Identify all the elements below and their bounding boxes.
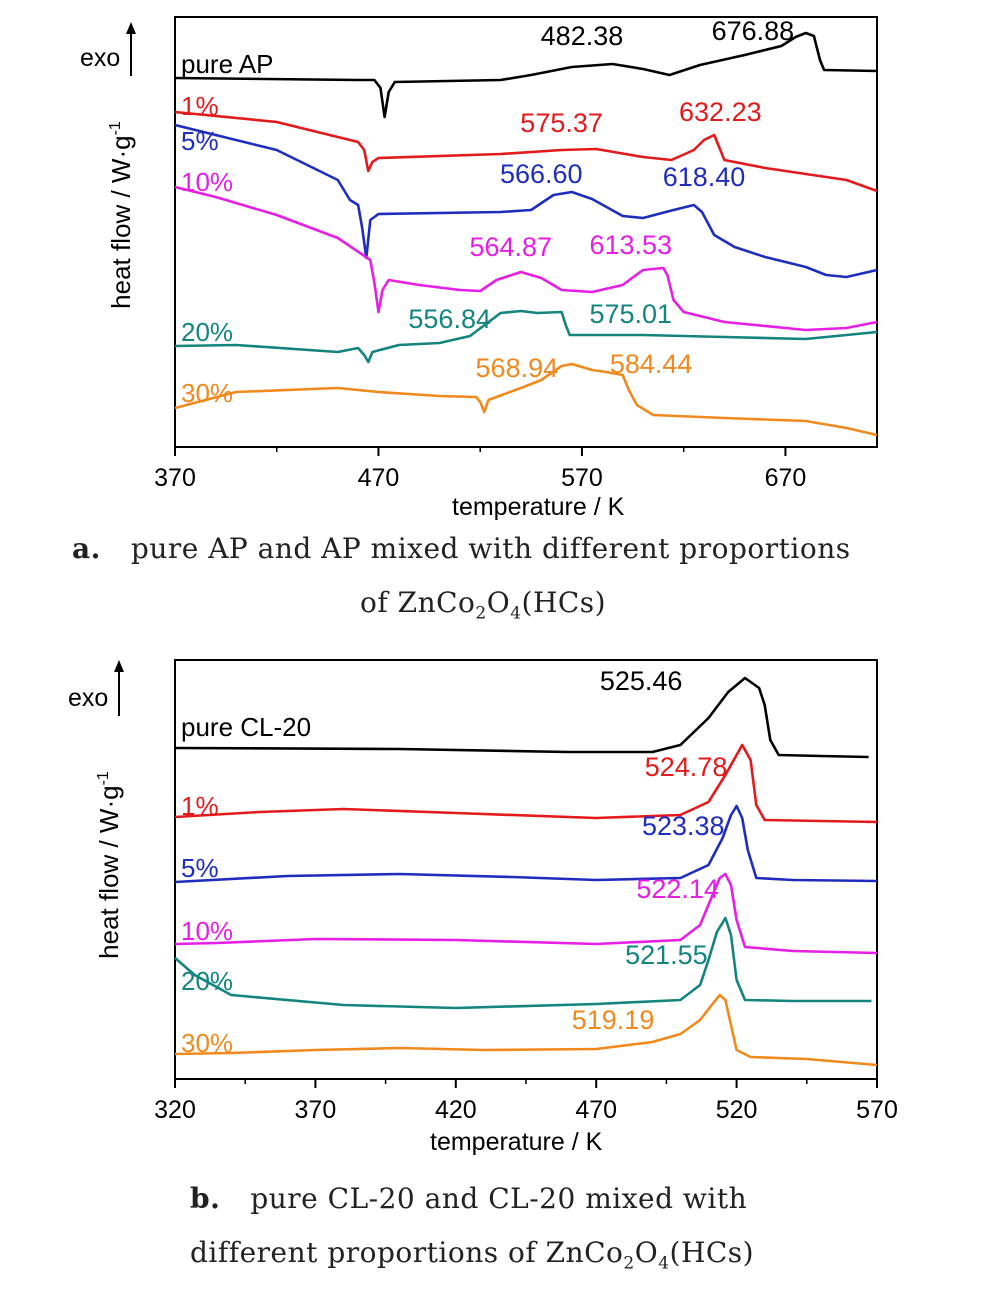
- series-label-a-0: pure AP: [181, 49, 274, 79]
- peak-annotation-b-0-0: 525.46: [600, 666, 683, 696]
- peak-annotation-b-4-0: 521.55: [625, 940, 708, 970]
- caption-a-line2: of ZnCo2O4(HCs): [360, 586, 606, 624]
- caption-a-letter: a.: [72, 532, 101, 565]
- x-tick-label-b: 470: [575, 1096, 617, 1124]
- caption-b-sub2: 4: [658, 1253, 670, 1274]
- series-label-a-1: 1%: [181, 91, 219, 121]
- peak-annotation-a-4-0: 556.84: [408, 304, 491, 334]
- peak-annotation-a-4-1: 575.01: [589, 299, 672, 329]
- caption-a-sub2: 4: [510, 603, 522, 624]
- plot-frame-a: [174, 16, 878, 448]
- x-tick-label-a: 670: [765, 464, 807, 492]
- y-axis-title-sup-a: -1: [107, 121, 124, 135]
- x-tick-label-a: 370: [154, 464, 196, 492]
- series-label-b-5: 30%: [181, 1028, 233, 1058]
- peak-annotation-a-1-1: 632.23: [679, 97, 762, 127]
- x-tick-label-a: 470: [358, 464, 400, 492]
- caption-b-suffix: (HCs): [669, 1236, 755, 1269]
- series-line-a-5: [174, 362, 878, 437]
- series-label-b-1: 1%: [181, 791, 219, 821]
- caption-a-mid: O: [486, 586, 511, 619]
- peak-annotation-a-5-1: 584.44: [610, 349, 693, 379]
- series-label-a-2: 5%: [181, 126, 219, 156]
- x-tick-label-b: 520: [716, 1096, 758, 1124]
- series-line-a-2: [174, 123, 878, 279]
- series-line-b-2: [174, 804, 878, 884]
- series-label-b-2: 5%: [181, 853, 219, 883]
- series-label-b-3: 10%: [181, 916, 233, 946]
- series-label-a-5: 30%: [181, 378, 233, 408]
- peak-annotation-b-5-0: 519.19: [572, 1005, 655, 1035]
- x-axis-title-a: temperature / K: [452, 493, 625, 521]
- exo-arrow-head-b: [114, 660, 124, 672]
- peak-annotation-a-1-0: 575.37: [520, 108, 603, 138]
- x-tick-label-b: 420: [435, 1096, 477, 1124]
- x-tick-label-a: 570: [561, 464, 603, 492]
- series-line-a-0: [174, 31, 878, 119]
- caption-a-line1: pure AP and AP mixed with different prop…: [130, 532, 851, 565]
- exo-label-a: exo: [80, 44, 120, 72]
- series-label-a-4: 20%: [181, 317, 233, 347]
- exo-arrow-head-a: [126, 22, 136, 34]
- caption-b-line1: pure CL-20 and CL-20 mixed with: [250, 1182, 748, 1215]
- series-line-a-1: [174, 110, 878, 193]
- caption-b-line2-prefix: different proportions of ZnCo: [190, 1236, 624, 1269]
- x-tick-label-b: 570: [856, 1096, 898, 1124]
- caption-b-letter: b.: [190, 1182, 221, 1215]
- peak-annotation-a-5-0: 568.94: [476, 353, 559, 383]
- series-line-a-3: [174, 185, 878, 332]
- series-line-b-1: [174, 743, 878, 824]
- peak-annotation-a-3-0: 564.87: [469, 232, 552, 262]
- peak-annotation-b-2-0: 523.38: [642, 811, 725, 841]
- peak-annotation-a-0-1: 676.88: [712, 16, 795, 46]
- series-line-b-3: [174, 872, 878, 955]
- caption-b-sub1: 2: [623, 1253, 635, 1274]
- peak-annotation-a-2-0: 566.60: [500, 159, 583, 189]
- x-tick-label-b: 320: [154, 1096, 196, 1124]
- peak-annotation-a-0-0: 482.38: [541, 21, 624, 51]
- series-line-b-4: [174, 916, 872, 1010]
- y-axis-title-a: heat flow / W·g-1: [106, 121, 136, 309]
- caption-a-suffix: (HCs): [521, 586, 607, 619]
- peak-annotation-a-2-1: 618.40: [663, 162, 746, 192]
- x-axis-title-b: temperature / K: [430, 1128, 603, 1156]
- series-line-b-5: [174, 993, 878, 1067]
- exo-label-b: exo: [68, 684, 108, 712]
- caption-b-mid: O: [634, 1236, 659, 1269]
- series-line-b-0: [174, 676, 869, 759]
- series-label-b-4: 20%: [181, 966, 233, 996]
- caption-b: b. pure CL-20 and CL-20 mixed with: [190, 1182, 747, 1215]
- y-axis-title-sup-b: -1: [95, 771, 112, 785]
- caption-a-line2-prefix: of ZnCo: [360, 586, 476, 619]
- y-axis-title-b: heat flow / W·g-1: [94, 771, 124, 959]
- peak-annotation-a-3-1: 613.53: [589, 230, 672, 260]
- caption-a: a. pure AP and AP mixed with different pr…: [72, 532, 851, 565]
- series-label-a-3: 10%: [181, 167, 233, 197]
- peak-annotation-b-3-0: 522.14: [636, 874, 719, 904]
- x-tick-label-b: 370: [295, 1096, 337, 1124]
- peak-annotation-b-1-0: 524.78: [645, 752, 728, 782]
- series-label-b-0: pure CL-20: [181, 712, 311, 742]
- series-line-a-4: [174, 309, 878, 364]
- caption-b-line2: different proportions of ZnCo2O4(HCs): [190, 1236, 754, 1274]
- caption-a-sub1: 2: [475, 603, 487, 624]
